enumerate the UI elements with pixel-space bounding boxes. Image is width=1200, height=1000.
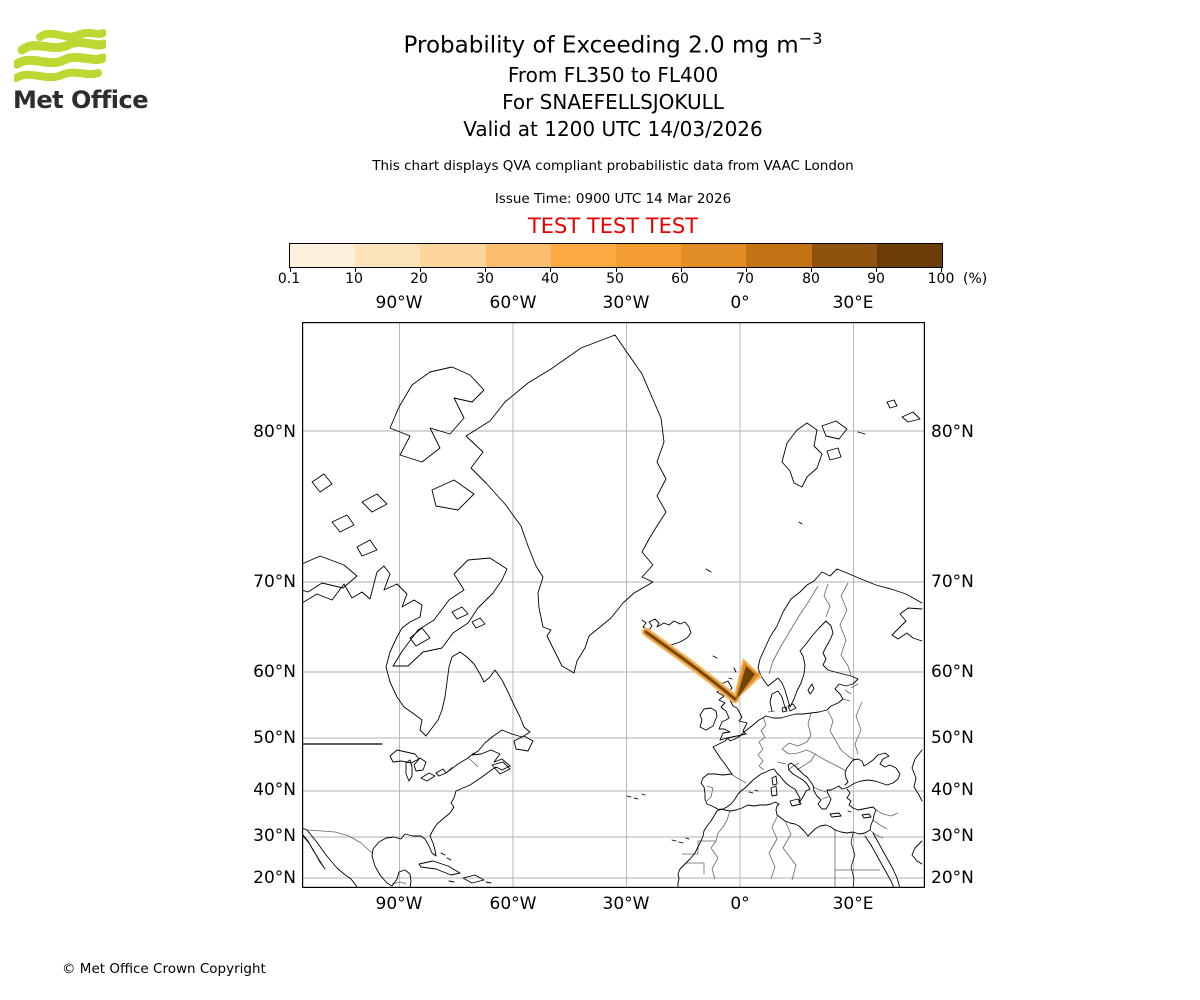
graticule-gridlines <box>302 322 925 888</box>
colorbar-tick <box>550 268 551 272</box>
lat-label-right: 30°N <box>931 826 974 846</box>
lat-label-right: 60°N <box>931 662 974 682</box>
probability-colorbar <box>289 243 943 272</box>
lon-label-bottom: 0° <box>730 894 750 914</box>
colorbar-tick <box>941 268 942 272</box>
subtitle-valid-time: Valid at 1200 UTC 14/03/2026 <box>463 117 763 141</box>
colorbar-segment <box>485 244 551 267</box>
lon-label-bottom: 60°W <box>489 894 537 914</box>
colorbar-tick <box>876 268 877 272</box>
colorbar-segment <box>811 244 877 267</box>
colorbar-unit: (%) <box>963 271 988 287</box>
colorbar-segment <box>616 244 682 267</box>
colorbar-segment <box>746 244 812 267</box>
colorbar-segment <box>420 244 486 267</box>
met-office-logo-text: Met Office <box>13 86 149 114</box>
lon-label-top: 0° <box>730 293 750 313</box>
copyright-notice: © Met Office Crown Copyright <box>62 961 266 977</box>
colorbar-tick <box>616 268 617 272</box>
colorbar-tick <box>420 268 421 272</box>
page-title: Probability of Exceeding 2.0 mg m−3 <box>26 29 1200 59</box>
colorbar-tick <box>811 268 812 272</box>
title-exponent: −3 <box>798 29 823 48</box>
north-atlantic-map <box>301 322 925 889</box>
subtitle-volcano: For SNAEFELLSJOKULL <box>502 90 724 114</box>
lat-label-right: 40°N <box>931 780 974 800</box>
lat-label-left: 30°N <box>253 826 296 846</box>
ash-plume <box>641 627 762 704</box>
coastlines <box>301 334 923 889</box>
title-text: Probability of Exceeding 2.0 mg m <box>403 32 799 59</box>
qva-note: This chart displays QVA compliant probab… <box>372 158 854 174</box>
lat-label-left: 60°N <box>253 662 296 682</box>
met-office-logo <box>12 27 109 91</box>
colorbar-tick <box>355 268 356 272</box>
colorbar-label: 30 <box>476 271 494 287</box>
colorbar-label: 60 <box>671 271 689 287</box>
lat-label-left: 80°N <box>253 422 296 442</box>
colorbar-tick <box>746 268 747 272</box>
colorbar-label: 40 <box>541 271 559 287</box>
colorbar-label: 100 <box>927 271 955 287</box>
map-panel <box>301 322 925 889</box>
test-banner: TEST TEST TEST <box>527 214 699 238</box>
lon-label-top: 90°W <box>375 293 423 313</box>
colorbar-tick <box>485 268 486 272</box>
issue-time: Issue Time: 0900 UTC 14 Mar 2026 <box>494 191 732 207</box>
colorbar-segment <box>681 244 747 267</box>
colorbar-segment <box>290 244 356 267</box>
colorbar-label: 90 <box>867 271 885 287</box>
colorbar-tick <box>290 268 291 272</box>
met-office-logo-waves <box>12 28 109 82</box>
lon-label-top: 30°W <box>602 293 650 313</box>
lat-label-left: 40°N <box>253 780 296 800</box>
lon-label-top: 30°E <box>832 293 874 313</box>
lon-label-top: 60°W <box>489 293 537 313</box>
lat-label-right: 80°N <box>931 422 974 442</box>
colorbar-label: 10 <box>345 271 363 287</box>
lon-label-bottom: 30°W <box>602 894 650 914</box>
colorbar-label: 80 <box>802 271 820 287</box>
colorbar-tick <box>681 268 682 272</box>
lat-label-left: 20°N <box>253 868 296 888</box>
colorbar-label: 20 <box>410 271 428 287</box>
map-frame <box>302 322 925 888</box>
colorbar-segment <box>550 244 617 267</box>
colorbar-segment <box>876 244 943 267</box>
subtitle-flight-levels: From FL350 to FL400 <box>507 63 719 87</box>
colorbar-label: 70 <box>736 271 754 287</box>
lon-label-bottom: 30°E <box>832 894 874 914</box>
country-borders <box>306 582 899 888</box>
colorbar-segment <box>355 244 421 267</box>
colorbar-label: 0.1 <box>277 271 301 287</box>
lat-label-right: 70°N <box>931 572 974 592</box>
ash-plume-wedge-core <box>736 666 755 700</box>
lat-label-left: 50°N <box>253 728 296 748</box>
lat-label-right: 20°N <box>931 868 974 888</box>
lat-label-right: 50°N <box>931 728 974 748</box>
lat-label-left: 70°N <box>253 572 296 592</box>
ash-plume-streak-core <box>644 630 737 701</box>
colorbar-label: 50 <box>606 271 624 287</box>
lon-label-bottom: 90°W <box>375 894 423 914</box>
